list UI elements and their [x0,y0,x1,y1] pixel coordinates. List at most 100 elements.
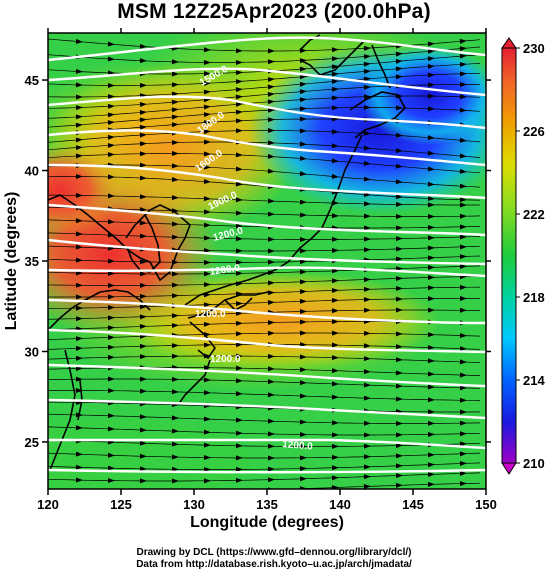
wind-arrow [299,466,307,472]
wind-arrow [299,443,307,449]
wind-arrow [427,307,435,313]
wind-arrow [364,432,371,438]
wind-arrow [299,289,307,295]
wind-arrow [331,355,339,361]
wind-arrow [363,474,371,480]
wind-arrow [395,236,403,242]
wind-arrow [171,376,179,382]
wind-arrow [235,443,243,449]
wind-arrow [427,181,435,187]
wind-arrow [235,118,243,124]
wind-arrow [139,427,147,433]
colorbar-label: 214 [523,373,545,388]
colorbar-max-arrow [501,37,517,49]
wind-arrow [331,56,339,62]
wind-arrow [75,355,83,361]
wind-arrow [235,417,243,423]
wind-arrow [299,393,307,399]
wind-arrow [299,319,307,325]
wind-arrow [363,94,371,100]
wind-arrow [331,86,339,92]
wind-arrow [107,112,115,118]
wind-arrow [235,365,243,371]
wind-arrow [75,68,83,74]
wind-arrow [203,416,211,422]
wind-arrow [459,234,467,240]
wind-arrow [139,343,147,349]
wind-arrow [459,224,467,230]
wind-arrow [427,481,435,487]
wind-arrow [267,168,275,174]
wind-arrow [459,284,467,290]
wind-arrow [235,353,243,359]
wind-arrow [331,158,339,164]
wind-arrow [267,379,275,385]
height-contours [48,36,486,474]
wind-arrow [107,94,115,100]
wind-arrow [139,220,147,226]
wind-arrow [267,290,275,296]
wind-arrow [459,53,467,59]
wind-arrow [427,358,435,364]
wind-arrow [235,301,243,307]
wind-arrow [427,56,435,62]
wind-arrow [363,484,371,489]
wind-arrow [331,129,339,135]
wind-arrow [459,346,467,352]
wind-arrow [267,300,275,306]
wind-arrow [107,413,115,419]
wind-arrow [203,222,211,228]
wind-arrow [235,223,243,229]
wind-arrow [331,420,339,426]
credit-drawing: Drawing by DCL (https://www.gfd–dennou.o… [136,547,412,558]
wind-arrow [107,376,115,382]
wind-arrow [235,210,243,216]
wind-arrow [267,198,275,204]
wind-arrow [459,397,467,403]
wind-arrow [299,476,307,482]
wind-arrow [203,442,211,448]
wind-arrow [363,45,371,51]
wind-arrow [299,279,307,285]
wind-arrow [267,211,275,217]
wind-arrow [395,179,403,185]
wind-arrow [75,336,83,342]
wind-arrow [171,282,179,288]
wind-arrow [427,371,435,377]
wind-arrow [235,378,243,384]
wind-arrow [139,414,147,420]
wind-arrow [427,332,435,338]
wind-arrow [395,51,403,57]
colorbar-label: 230 [523,41,545,56]
wind-arrow [299,259,307,265]
wind-arrow [203,80,211,86]
wind-arrow [299,212,307,218]
wind-arrow [395,296,403,302]
wind-arrow [139,259,147,265]
wind-arrow [427,345,435,351]
wind-arrow [139,478,147,484]
wind-arrow [171,114,179,120]
wind-arrow [299,330,307,336]
wind-arrow [427,106,435,112]
wind-arrow [299,106,307,112]
wind-arrow [107,143,115,149]
wind-arrow [363,84,371,90]
wind-arrow [235,455,243,461]
colorbar-label: 222 [523,207,545,222]
wind-arrow [299,81,307,87]
wind-arrow [139,141,147,147]
wind-arrow [203,164,211,170]
credit-data: Data from http://database.rish.kyoto–u.a… [136,559,412,570]
wind-arrow [235,87,243,93]
wind-arrow [363,382,371,388]
wind-arrow [139,466,147,472]
wind-arrow [267,280,275,286]
wind-arrow [235,320,243,326]
wind-arrow [363,454,371,460]
wind-arrow [395,357,403,363]
wind-arrow [171,195,179,201]
wind-arrow [427,285,435,291]
wind-arrow [459,244,467,250]
wind-arrow [267,91,275,97]
